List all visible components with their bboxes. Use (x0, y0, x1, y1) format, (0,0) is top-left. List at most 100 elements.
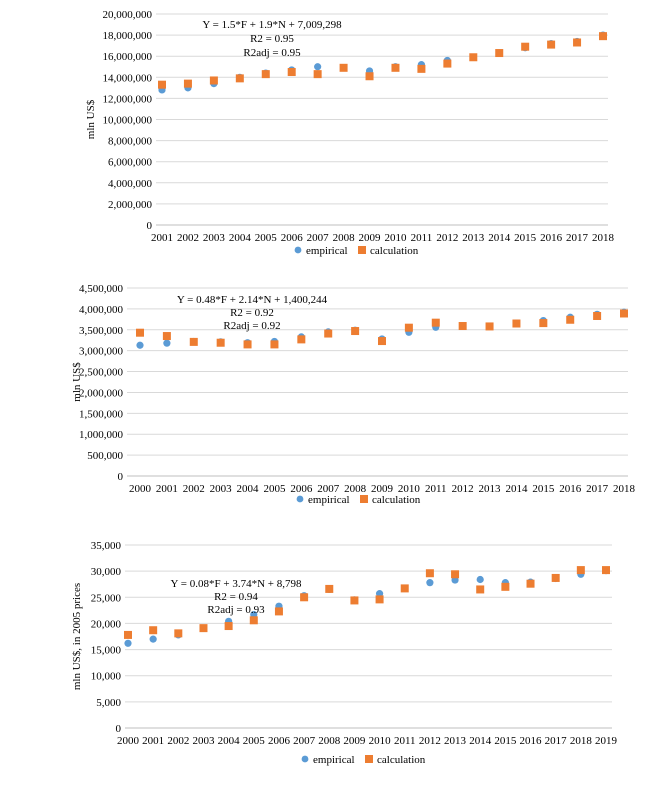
x-tick-label: 2015 (514, 232, 537, 244)
calculation-point (216, 338, 225, 347)
calculation-point (566, 315, 575, 324)
x-tick-label: 2005 (263, 483, 286, 495)
calculation-point (602, 566, 610, 575)
empirical-point (163, 339, 171, 347)
calculation-point (547, 40, 556, 49)
x-tick-label: 2001 (151, 232, 173, 244)
y-tick-label: 3,000,000 (79, 346, 124, 358)
legend-empirical-marker (301, 755, 309, 763)
calculation-point (199, 624, 208, 633)
x-tick-label: 2003 (203, 232, 226, 244)
y-tick-label: 1,500,000 (79, 408, 124, 420)
legend-empirical-label: empirical (306, 245, 348, 257)
calculation-point (313, 70, 322, 79)
calculation-point (404, 323, 413, 332)
calculation-point (485, 322, 494, 331)
calculation-point (270, 340, 279, 349)
calculation-point (400, 584, 409, 593)
y-tick-label: 15,000 (91, 645, 122, 657)
calculation-point (495, 49, 504, 58)
y-tick-label: 18,000,000 (103, 30, 153, 42)
calculation-point (539, 319, 548, 328)
calculation-point (391, 63, 400, 72)
x-tick-label: 2015 (494, 735, 517, 747)
x-tick-label: 2006 (290, 483, 313, 495)
calculation-point (443, 59, 452, 68)
y-tick-label: 2,000,000 (108, 199, 153, 211)
chart-1: 0 2,000,000 4,000,000 6,000,000 8,000,000 10,… (85, 9, 615, 257)
calculation-point (458, 322, 467, 331)
calculation-point (162, 332, 171, 341)
x-tick-label: 2019 (595, 735, 618, 747)
regression-annotation: R2 = 0.95 (250, 33, 294, 45)
x-tick-label: 2015 (532, 483, 555, 495)
calculation-point (551, 573, 560, 582)
calculation-point (324, 329, 333, 338)
x-tick-label: 2011 (411, 232, 433, 244)
calculation-point (576, 566, 585, 575)
calculation-point (209, 76, 218, 85)
empirical-point (476, 575, 484, 584)
x-tick-label: 2009 (343, 735, 366, 747)
x-tick-label: 2007 (317, 483, 340, 495)
calculation-point (297, 335, 306, 344)
calculation-point (469, 53, 478, 62)
x-tick-label: 2006 (268, 735, 291, 747)
legend-calculation-marker (365, 755, 373, 763)
y-tick-label: 30,000 (91, 566, 122, 578)
x-tick-label: 2004 (237, 483, 260, 495)
x-tick-label: 2014 (505, 483, 528, 495)
x-tick-label: 2017 (566, 232, 589, 244)
x-tick-label: 2001 (156, 483, 178, 495)
calculation-point (573, 38, 582, 47)
x-tick-label: 2012 (419, 735, 441, 747)
y-tick-label: 16,000,000 (103, 51, 153, 63)
empirical-point (149, 635, 157, 643)
chart-3: 0 5,000 10,000 15,000 20,000 25,000 30,000 35,0… (71, 540, 618, 766)
calculation-point (243, 340, 252, 349)
calculation-point (325, 584, 334, 593)
calculation-point (501, 582, 510, 591)
y-tick-label: 0 (116, 723, 122, 735)
calculation-point (521, 42, 530, 51)
regression-annotation: R2adj = 0.95 (243, 47, 301, 59)
legend-empirical-label: empirical (313, 754, 355, 766)
x-tick-label: 2001 (142, 735, 164, 747)
y-tick-label: 4,000,000 (79, 304, 124, 316)
y-tick-label: 5,000 (96, 697, 121, 709)
regression-annotation: Y = 0.08*F + 3.74*N + 8,798 (171, 578, 302, 590)
y-tick-label: 2,500,000 (79, 367, 124, 379)
x-tick-label: 2007 (307, 232, 330, 244)
x-tick-label: 2003 (210, 483, 233, 495)
y-tick-label: 10,000 (91, 671, 122, 683)
x-tick-label: 2016 (559, 483, 582, 495)
regression-annotation: R2 = 0.94 (214, 591, 258, 603)
legend-calculation-label: calculation (377, 754, 426, 766)
y-tick-label: 10,000,000 (103, 115, 153, 127)
x-tick-label: 2007 (293, 735, 316, 747)
regression-annotation: R2adj = 0.92 (223, 320, 280, 332)
y-tick-label: 20,000,000 (103, 9, 153, 21)
x-tick-label: 2008 (344, 483, 367, 495)
x-tick-label: 2016 (520, 735, 543, 747)
x-tick-label: 2004 (218, 735, 241, 747)
calculation-point (287, 68, 296, 77)
x-tick-label: 2009 (359, 232, 382, 244)
calculation-point (431, 318, 440, 327)
calculation-point (249, 616, 258, 625)
calculation-point (526, 579, 535, 588)
x-tick-label: 2016 (540, 232, 563, 244)
chart-2: 0 500,000 1,000,000 1,500,000 2,000,000 2,500… (71, 283, 636, 506)
legend-calculation-marker (358, 246, 366, 254)
calculation-point (599, 32, 607, 41)
calculation-point (593, 311, 602, 320)
calculation-point (417, 64, 426, 73)
x-tick-label: 2013 (444, 735, 467, 747)
regression-annotation: R2 = 0.92 (230, 307, 274, 319)
calculation-point (174, 629, 183, 638)
calculation-point (189, 337, 198, 346)
x-tick-label: 2000 (129, 483, 152, 495)
x-tick-label: 2014 (469, 735, 492, 747)
x-tick-label: 2010 (369, 735, 392, 747)
regression-annotation: Y = 0.48*F + 2.14*N + 1,400,244 (177, 294, 328, 306)
